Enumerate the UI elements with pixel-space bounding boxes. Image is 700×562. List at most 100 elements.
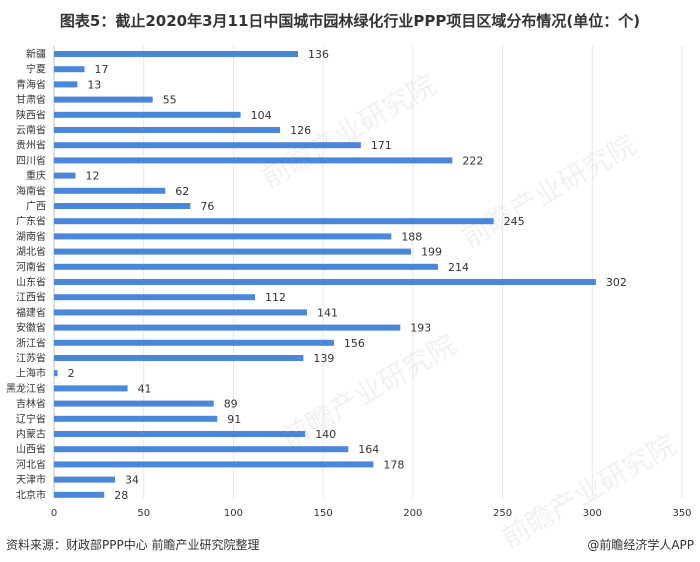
category-label: 黑龙江省 (6, 382, 46, 395)
x-tick-label: 250 (493, 508, 512, 519)
x-tick-label: 100 (224, 508, 243, 519)
data-label: 126 (290, 124, 311, 137)
bar (54, 142, 361, 149)
category-label: 重庆 (26, 169, 46, 182)
bar (54, 339, 334, 346)
category-label: 四川省 (16, 154, 46, 167)
bar (54, 187, 166, 194)
category-label: 河北省 (16, 458, 46, 471)
data-label: 136 (308, 48, 329, 61)
bar (54, 111, 241, 118)
x-tick-label: 200 (403, 508, 422, 519)
bar (54, 127, 281, 133)
data-label: 141 (317, 306, 338, 319)
bar (54, 157, 453, 164)
bar (54, 431, 306, 437)
category-label: 吉林省 (16, 397, 46, 410)
category-label: 天津市 (16, 473, 46, 486)
category-label: 河南省 (16, 260, 46, 273)
data-label: 245 (504, 215, 525, 228)
category-label: 湖北省 (16, 245, 46, 258)
data-label: 13 (87, 78, 101, 91)
category-label: 宁夏 (26, 63, 46, 76)
category-label: 广东省 (16, 215, 46, 228)
bar (54, 218, 494, 225)
data-label: 41 (138, 382, 152, 395)
data-label: 91 (227, 413, 241, 426)
x-tick-label: 150 (314, 508, 333, 519)
category-label: 云南省 (16, 124, 46, 137)
data-label: 76 (200, 200, 214, 213)
data-label: 28 (114, 489, 128, 502)
category-label: 福建省 (16, 306, 46, 319)
data-label: 62 (175, 185, 189, 198)
bar (54, 248, 412, 255)
source-note: 资料来源：财政部PPP中心 前瞻产业研究院整理 (6, 538, 260, 552)
data-label: 55 (163, 94, 177, 107)
data-label: 104 (251, 109, 272, 122)
bar (54, 51, 299, 57)
bar (54, 233, 392, 240)
x-tick-label: 300 (583, 508, 602, 519)
bar (54, 263, 438, 270)
data-label: 89 (224, 398, 238, 411)
data-label: 199 (421, 246, 442, 259)
data-label: 112 (265, 291, 286, 304)
bar (54, 294, 255, 301)
bar (54, 446, 349, 453)
x-tick-label: 50 (137, 508, 150, 519)
bar (54, 81, 78, 88)
bar (54, 461, 374, 468)
data-label: 139 (313, 352, 334, 365)
data-label: 178 (383, 458, 404, 471)
data-label: 214 (448, 261, 469, 274)
bar (54, 415, 218, 422)
data-label: 222 (462, 154, 483, 167)
category-label: 内蒙古 (16, 428, 46, 441)
bar (54, 279, 596, 285)
credit-note: @前瞻经济学人APP (587, 538, 694, 552)
category-label: 辽宁省 (16, 412, 46, 425)
category-label: 山东省 (16, 276, 46, 289)
data-label: 12 (86, 170, 100, 183)
data-label: 2 (68, 367, 75, 380)
data-label: 17 (95, 63, 109, 76)
bar (54, 66, 85, 73)
data-label: 140 (315, 428, 336, 441)
bar (54, 203, 191, 209)
category-label: 陕西省 (16, 108, 46, 121)
category-label: 新疆 (26, 48, 46, 61)
bar (54, 370, 58, 377)
category-label: 青海省 (16, 78, 46, 91)
bar (54, 476, 116, 483)
bar (54, 324, 401, 331)
category-label: 甘肃省 (16, 93, 46, 106)
bar (54, 309, 307, 316)
chart-title: 图表5：截止2020年3月11日中国城市园林绿化行业PPP项目区域分布情况(单位… (59, 12, 641, 30)
data-label: 188 (401, 230, 422, 243)
data-label: 302 (606, 276, 627, 289)
category-label: 湖南省 (16, 230, 46, 243)
category-label: 浙江省 (16, 336, 46, 349)
category-label: 上海市 (16, 367, 46, 380)
category-label: 海南省 (16, 184, 46, 197)
bar-chart: 0 50 100 150 200 250 300 350 新疆 136 宁夏 17 青海省 13 甘肃省 55… (6, 46, 692, 519)
category-label: 山西省 (16, 443, 46, 456)
category-label: 广西 (26, 201, 46, 213)
bar (54, 385, 128, 392)
category-label: 北京市 (16, 488, 46, 501)
category-label: 江苏省 (16, 352, 46, 365)
bar (54, 355, 304, 361)
bar (54, 96, 153, 103)
data-label: 34 (125, 474, 139, 487)
category-label: 安徽省 (16, 321, 46, 334)
bar (54, 491, 105, 498)
data-label: 156 (344, 337, 365, 350)
category-label: 江西省 (16, 291, 46, 304)
x-tick-label: 350 (672, 508, 691, 519)
data-label: 171 (371, 139, 392, 152)
bar (54, 172, 76, 179)
data-label: 164 (358, 443, 379, 456)
x-tick-label: 0 (51, 508, 57, 519)
category-label: 贵州省 (16, 139, 46, 152)
